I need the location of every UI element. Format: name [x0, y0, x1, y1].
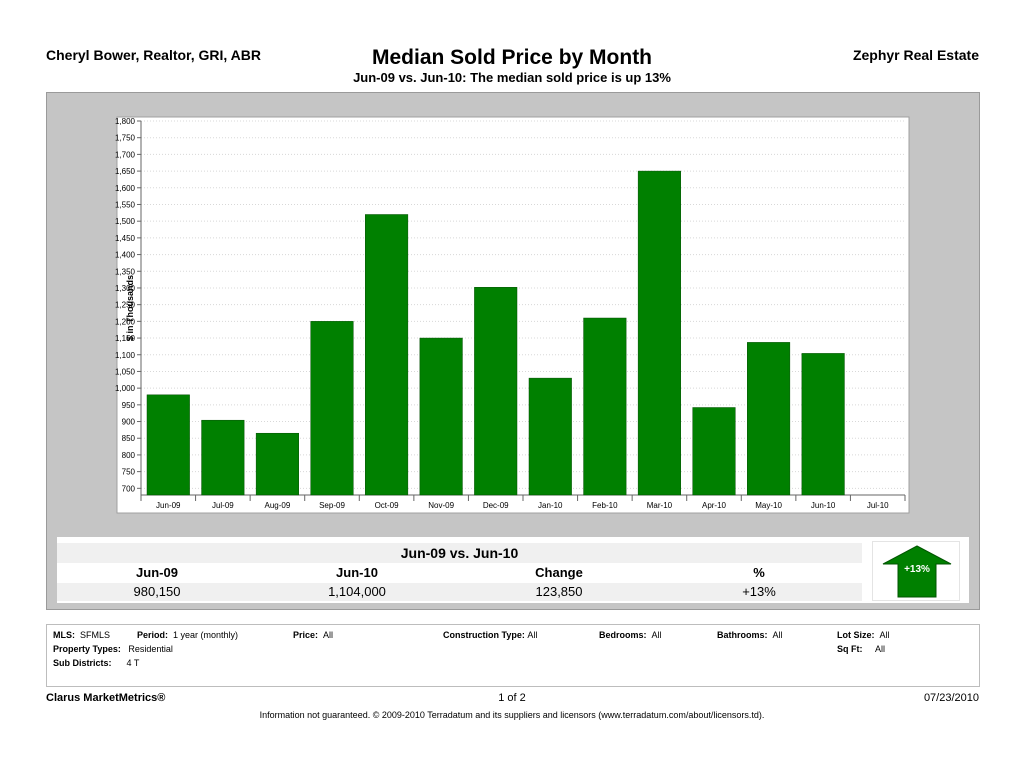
footer-disclaimer: Information not guaranteed. © 2009-2010 …: [259, 710, 765, 720]
sub-districts-value: 4 T: [126, 658, 140, 668]
bar-jun-10: [801, 353, 845, 496]
y-tick-label: 1,750: [115, 134, 136, 143]
bathrooms-value: All: [772, 630, 783, 640]
search-criteria: MLS: SFMLS Period: 1 year (monthly) Pric…: [46, 624, 980, 687]
bar-dec-09: [474, 287, 518, 496]
x-tick-label: Feb-10: [592, 501, 618, 510]
property-types-label: Property Types:: [53, 644, 121, 654]
lot-size-label: Lot Size:: [837, 630, 875, 640]
property-types-value: Residential: [128, 644, 173, 654]
price-label: Price:: [293, 630, 319, 640]
mls-label: MLS:: [53, 630, 75, 640]
y-tick-label: 700: [122, 484, 136, 493]
summary-title: Jun-09 vs. Jun-10: [57, 543, 862, 563]
bar-apr-10: [692, 407, 736, 496]
bar-jul-09: [201, 419, 245, 496]
x-tick-label: Jul-09: [212, 501, 234, 510]
y-tick-label: 1,600: [115, 184, 136, 193]
trend-label: +13%: [904, 564, 930, 575]
x-tick-label: Jan-10: [538, 501, 563, 510]
y-tick-label: 1,800: [115, 117, 136, 126]
construction-value: All: [527, 630, 538, 640]
mls-value: SFMLS: [80, 630, 111, 640]
chart-panel: 700 750 800 850 900 950 1,000 1,050 1,100 1,150 1,…: [46, 92, 980, 610]
footer-brand: Clarus MarketMetrics®: [46, 692, 166, 704]
sqft-value: All: [875, 644, 886, 654]
summary-value-change: 123,850: [535, 584, 583, 599]
price-value: All: [323, 630, 334, 640]
y-tick-label: 1,500: [115, 217, 136, 226]
page-subtitle: Jun-09 vs. Jun-10: The median sold price…: [353, 70, 671, 85]
y-tick-label: 1,450: [115, 234, 136, 243]
period-label: Period:: [137, 630, 169, 640]
lot-size-value: All: [879, 630, 890, 640]
y-tick-label: 950: [122, 401, 136, 410]
y-tick-label: 1,350: [115, 267, 136, 276]
summary-value-start: 980,150: [133, 584, 181, 599]
footer-page-number: 1 of 2: [498, 692, 526, 704]
period-value: 1 year (monthly): [173, 630, 239, 640]
summary-values-row: [57, 583, 862, 601]
trend-indicator: +13%: [872, 541, 960, 601]
sub-districts-label: Sub Districts:: [53, 658, 112, 668]
y-tick-label: 1,200: [115, 317, 136, 326]
company-name: Zephyr Real Estate: [852, 47, 979, 63]
y-tick-label: 1,150: [115, 334, 136, 343]
x-tick-label: Apr-10: [702, 501, 727, 510]
x-tick-label: Dec-09: [483, 501, 509, 510]
y-tick-label: 900: [122, 418, 136, 427]
summary-value-percent: +13%: [742, 584, 776, 599]
y-tick-label: 1,400: [115, 251, 136, 260]
bar-jun-09: [146, 394, 190, 496]
up-arrow-icon: +13%: [882, 545, 952, 598]
bathrooms-label: Bathrooms:: [717, 630, 768, 640]
bar-sep-09: [310, 321, 354, 496]
median-price-bar-chart: 700 750 800 850 900 950 1,000 1,050 1,100 1,150 1,…: [115, 116, 910, 514]
summary-header-percent: %: [753, 565, 765, 580]
comparison-summary: Jun-09 vs. Jun-10 Jun-09 Jun-10 Change %…: [57, 537, 969, 603]
bar-nov-09: [419, 337, 463, 496]
summary-header-change: Change: [535, 565, 583, 580]
bar-oct-09: [365, 214, 409, 496]
y-tick-label: 1,700: [115, 150, 136, 159]
bar-jan-10: [528, 377, 572, 496]
y-tick-label: 800: [122, 451, 136, 460]
footer-date: 07/23/2010: [923, 692, 979, 704]
y-tick-label: 1,000: [115, 384, 136, 393]
page-title: Median Sold Price by Month: [371, 46, 653, 69]
x-tick-label: Oct-09: [375, 501, 400, 510]
x-tick-label: Jun-10: [811, 501, 836, 510]
y-tick-label: 1,100: [115, 351, 136, 360]
x-tick-label: Sep-09: [319, 501, 345, 510]
x-tick-label: Jul-10: [867, 501, 889, 510]
bedrooms-value: All: [651, 630, 662, 640]
bedrooms-label: Bedrooms:: [599, 630, 647, 640]
y-axis-title: $ in Thousands: [125, 275, 135, 341]
x-tick-label: Mar-10: [647, 501, 673, 510]
y-tick-label: 1,650: [115, 167, 136, 176]
bar-mar-10: [637, 170, 681, 496]
summary-header-end: Jun-10: [336, 565, 378, 580]
bar-feb-10: [583, 317, 627, 496]
y-tick-label: 750: [122, 468, 136, 477]
summary-value-end: 1,104,000: [328, 584, 386, 599]
x-tick-label: Jun-09: [156, 501, 181, 510]
y-tick-label: 1,050: [115, 367, 136, 376]
construction-label: Construction Type:: [443, 630, 525, 640]
y-tick-label: 850: [122, 434, 136, 443]
bar-aug-09: [255, 432, 299, 496]
agent-name: Cheryl Bower, Realtor, GRI, ABR: [46, 47, 261, 63]
x-tick-label: Nov-09: [428, 501, 454, 510]
sqft-label: Sq Ft:: [837, 644, 863, 654]
bar-may-10: [747, 342, 791, 496]
x-tick-label: May-10: [755, 501, 782, 510]
y-tick-label: 1,300: [115, 284, 136, 293]
y-tick-label: 1,250: [115, 301, 136, 310]
x-tick-label: Aug-09: [265, 501, 291, 510]
summary-header-start: Jun-09: [136, 565, 178, 580]
y-tick-label: 1,550: [115, 200, 136, 209]
